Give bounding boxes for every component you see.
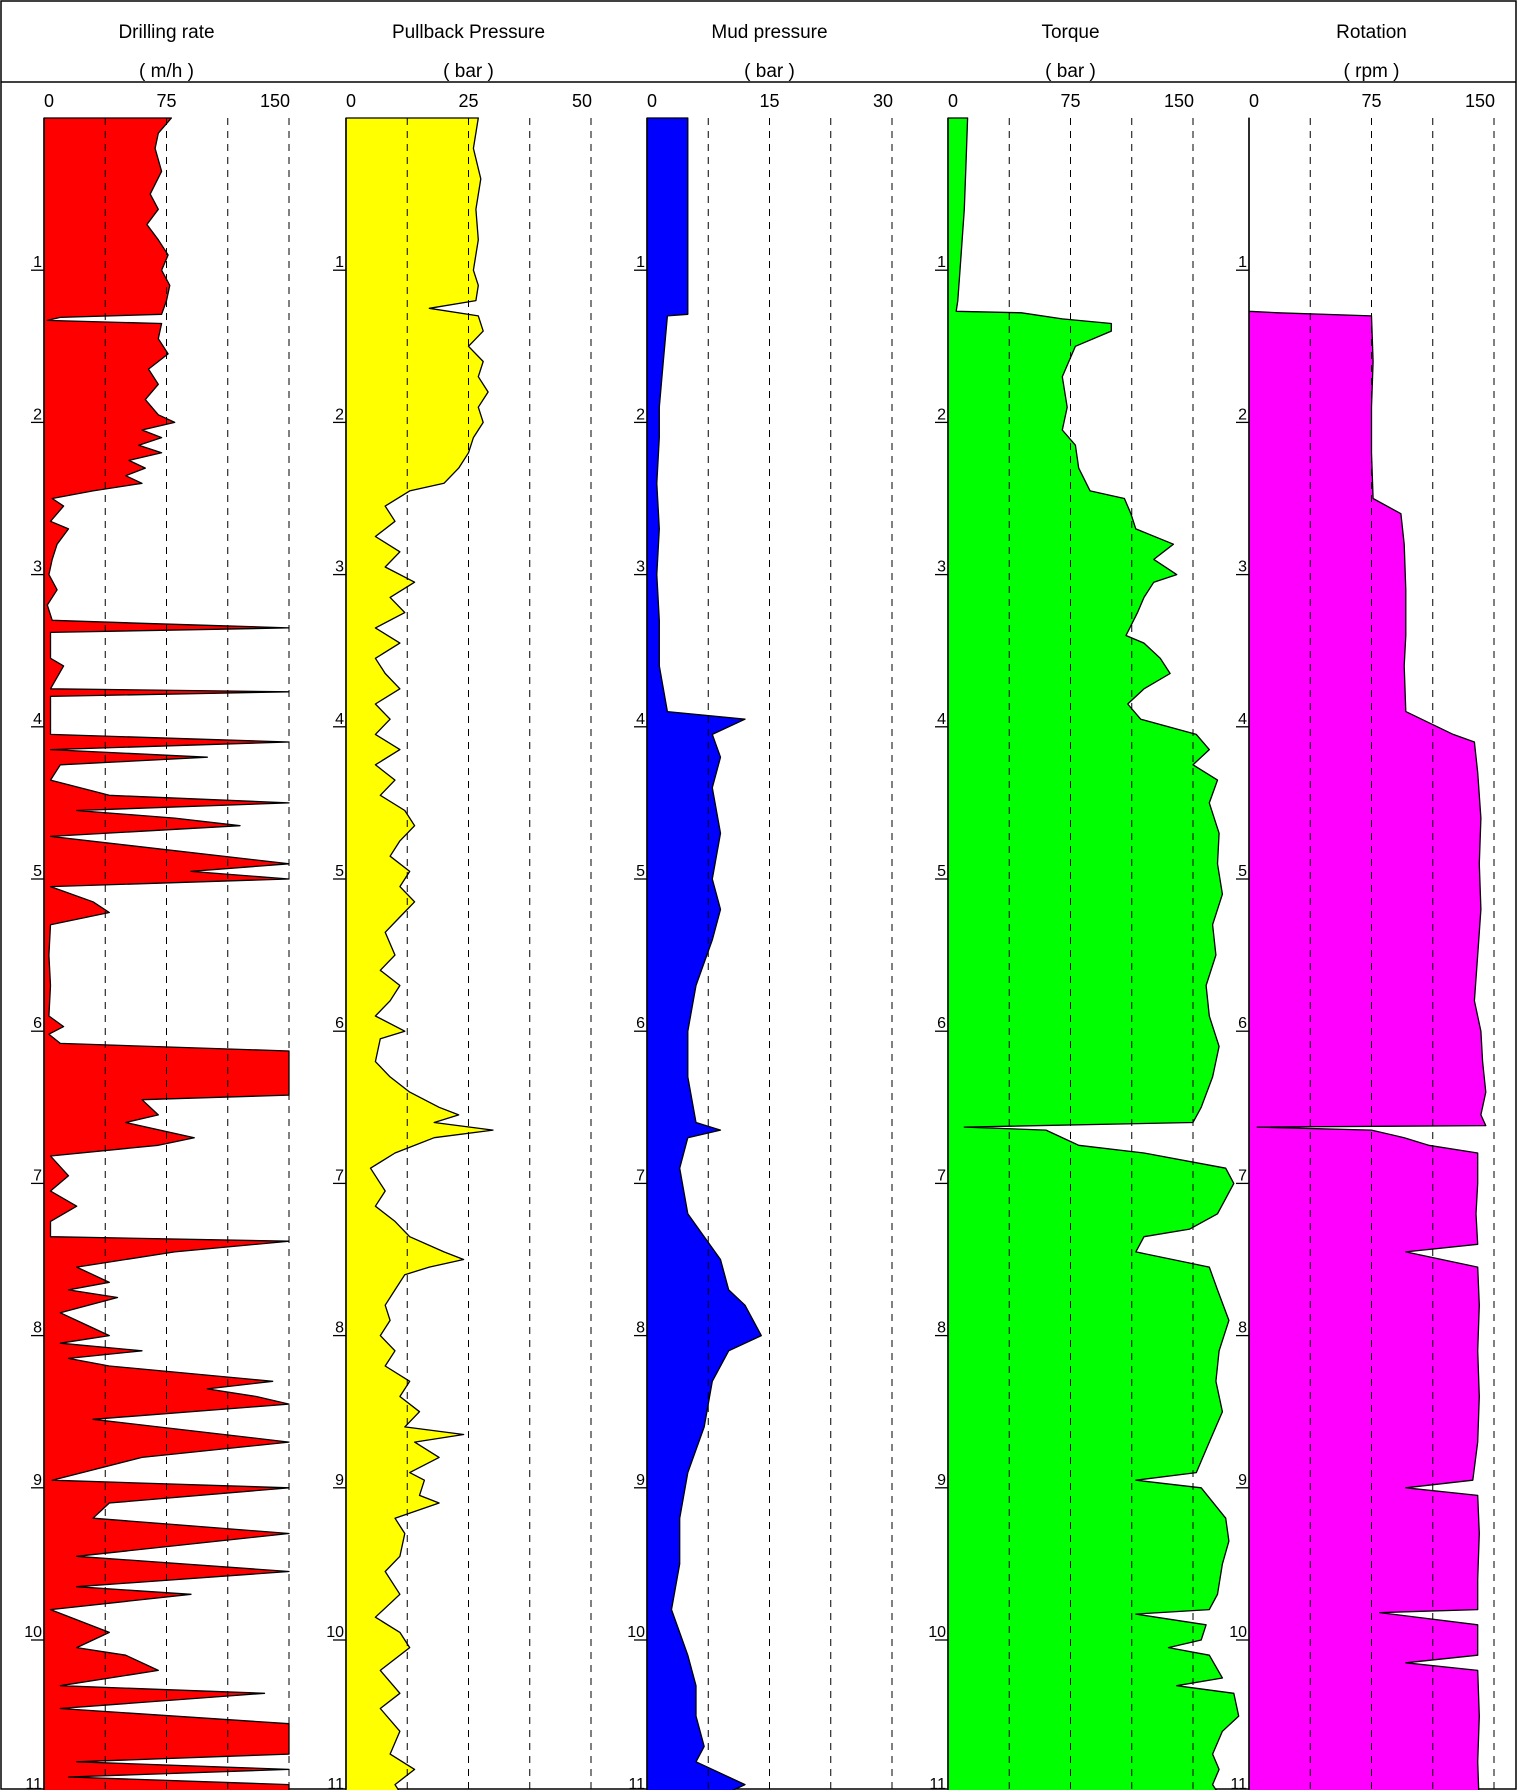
depth-label: 11 bbox=[327, 1776, 344, 1790]
x-tick-label: 150 bbox=[1164, 91, 1194, 111]
series-area bbox=[345, 117, 494, 1790]
x-tick-label: 0 bbox=[948, 91, 958, 111]
depth-label: 1 bbox=[937, 254, 946, 271]
depth-label: 10 bbox=[326, 1624, 344, 1641]
depth-label: 3 bbox=[636, 559, 645, 576]
depth-label: 10 bbox=[928, 1624, 946, 1641]
track-rotation: Rotation ( rpm ) 0 75 150 1 2 3 4 5 6 7 8 9 10 11 bbox=[1229, 22, 1495, 1790]
depth-label: 5 bbox=[335, 863, 344, 880]
track-unit: ( rpm ) bbox=[1344, 61, 1400, 82]
depth-label: 5 bbox=[636, 863, 645, 880]
depth-label: 2 bbox=[636, 406, 645, 423]
depth-label: 11 bbox=[1230, 1776, 1247, 1790]
series-area bbox=[646, 117, 762, 1790]
x-tick-label: 0 bbox=[346, 91, 356, 111]
x-tick-label: 0 bbox=[1249, 91, 1259, 111]
depth-label: 9 bbox=[937, 1472, 946, 1489]
depth-label: 5 bbox=[937, 863, 946, 880]
x-tick-label: 50 bbox=[572, 91, 592, 111]
depth-label: 8 bbox=[335, 1320, 344, 1337]
depth-label: 10 bbox=[1229, 1624, 1247, 1641]
depth-label: 2 bbox=[335, 406, 344, 423]
track-unit: ( bar ) bbox=[443, 61, 494, 82]
depth-label: 11 bbox=[929, 1776, 946, 1790]
depth-label: 4 bbox=[33, 711, 42, 728]
series-area bbox=[1248, 117, 1487, 1790]
depth-label: 9 bbox=[33, 1472, 42, 1489]
depth-label: 10 bbox=[627, 1624, 645, 1641]
depth-label: 3 bbox=[33, 559, 42, 576]
depth-label: 6 bbox=[937, 1015, 946, 1032]
x-tick-label: 0 bbox=[647, 91, 657, 111]
x-tick-label: 150 bbox=[1465, 91, 1495, 111]
depth-label: 8 bbox=[636, 1320, 645, 1337]
depth-label: 2 bbox=[937, 406, 946, 423]
depth-label: 5 bbox=[33, 863, 42, 880]
depth-label: 11 bbox=[628, 1776, 645, 1790]
depth-label: 1 bbox=[33, 254, 42, 271]
depth-label: 2 bbox=[1238, 406, 1247, 423]
depth-label: 3 bbox=[937, 559, 946, 576]
depth-label: 1 bbox=[335, 254, 344, 271]
depth-label: 5 bbox=[1238, 863, 1247, 880]
depth-label: 9 bbox=[335, 1472, 344, 1489]
x-tick-label: 75 bbox=[1361, 91, 1381, 111]
depth-label: 4 bbox=[937, 711, 946, 728]
depth-label: 4 bbox=[335, 711, 344, 728]
series-area bbox=[947, 117, 1240, 1790]
depth-label: 3 bbox=[335, 559, 344, 576]
depth-label: 4 bbox=[1238, 711, 1247, 728]
track-unit: ( m/h ) bbox=[139, 61, 194, 82]
x-tick-label: 25 bbox=[458, 91, 478, 111]
depth-label: 2 bbox=[33, 406, 42, 423]
depth-label: 6 bbox=[33, 1015, 42, 1032]
track-unit: ( bar ) bbox=[1045, 61, 1096, 82]
x-tick-label: 15 bbox=[759, 91, 779, 111]
x-tick-label: 0 bbox=[44, 91, 54, 111]
track-title: Pullback Pressure bbox=[392, 22, 545, 43]
depth-label: 7 bbox=[335, 1167, 344, 1184]
x-tick-label: 150 bbox=[260, 91, 290, 111]
log-tracks: Drilling rate( m/h )0 75 1501234567891011P… bbox=[24, 22, 1495, 1790]
x-tick-label: 75 bbox=[156, 91, 176, 111]
depth-label: 9 bbox=[1238, 1472, 1247, 1489]
depth-label: 1 bbox=[636, 254, 645, 271]
depth-label: 7 bbox=[937, 1167, 946, 1184]
depth-label: 9 bbox=[636, 1472, 645, 1489]
depth-label: 7 bbox=[33, 1167, 42, 1184]
track-mud-pressure: Mud pressure ( bar ) 0 15 30 1 2 3 4 5 6 7 8 9 10 11 bbox=[627, 22, 893, 1790]
track-title: Drilling rate bbox=[118, 22, 214, 43]
depth-label: 3 bbox=[1238, 559, 1247, 576]
track-unit: ( bar ) bbox=[744, 61, 795, 82]
depth-label: 8 bbox=[1238, 1320, 1247, 1337]
depth-label: 6 bbox=[636, 1015, 645, 1032]
x-tick-label: 75 bbox=[1060, 91, 1080, 111]
depth-label: 6 bbox=[335, 1015, 344, 1032]
depth-label: 4 bbox=[636, 711, 645, 728]
track-title: Mud pressure bbox=[711, 22, 827, 43]
depth-label: 11 bbox=[25, 1776, 42, 1790]
track-pullback-pressure: Pullback Pressure ( bar ) 0 25 50 1 2 3 4 5 6 7 8 9 10… bbox=[326, 22, 592, 1790]
depth-label: 8 bbox=[937, 1320, 946, 1337]
depth-label: 10 bbox=[24, 1624, 42, 1641]
depth-label: 7 bbox=[1238, 1167, 1247, 1184]
track-torque: Torque ( bar ) 0 75 150 1 2 3 4 5 6 7 8 9 10 11 bbox=[928, 22, 1240, 1790]
x-tick-label: 30 bbox=[873, 91, 893, 111]
track-title: Torque bbox=[1041, 22, 1099, 43]
track-drilling-rate: Drilling rate ( m/h ) 0 75 150 1 2 3 4 5 6 7 8 9 10 11 bbox=[24, 22, 290, 1790]
depth-label: 8 bbox=[33, 1320, 42, 1337]
depth-label: 6 bbox=[1238, 1015, 1247, 1032]
track-title: Rotation bbox=[1336, 22, 1407, 43]
depth-label: 7 bbox=[636, 1167, 645, 1184]
depth-label: 1 bbox=[1238, 254, 1247, 271]
